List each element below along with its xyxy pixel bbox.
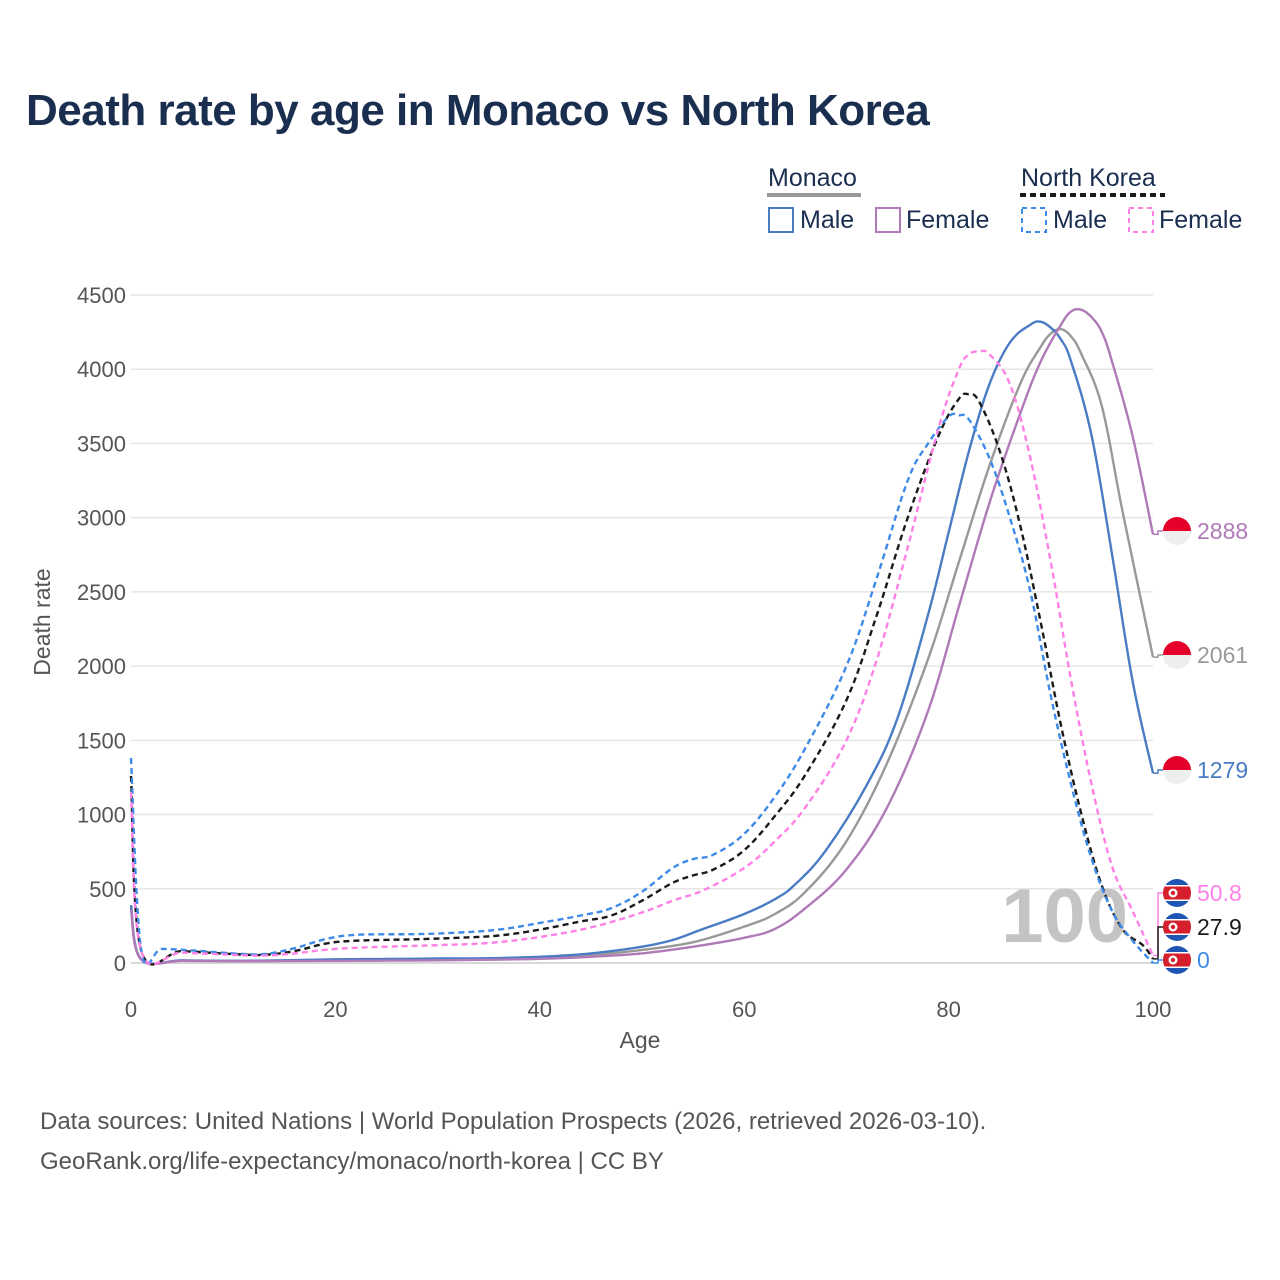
x-tick-label: 0 <box>125 997 137 1022</box>
series-lines <box>129 307 1155 966</box>
x-tick-label: 80 <box>936 997 960 1022</box>
north-korea-flag-icon <box>1163 913 1191 941</box>
legend-swatch-north-korea-female[interactable] <box>1128 207 1154 233</box>
x-axis-ticks: 0 20 40 60 80 100 <box>125 997 1171 1022</box>
x-axis-title: Age <box>620 1027 661 1053</box>
y-tick-label: 3000 <box>77 506 126 531</box>
y-tick-label: 1500 <box>77 728 126 753</box>
end-label-connector <box>1153 959 1163 964</box>
x-tick-label: 60 <box>732 997 756 1022</box>
legend-swatch-monaco-male[interactable] <box>768 207 794 233</box>
series-line-monaco-male[interactable] <box>129 320 1155 966</box>
end-label-value: 2888 <box>1197 518 1248 544</box>
page-title: Death rate by age in Monaco vs North Kor… <box>26 86 930 135</box>
end-label-connector <box>1153 530 1163 536</box>
footer-sources: Data sources: United Nations | World Pop… <box>40 1108 987 1135</box>
footer-attribution: GeoRank.org/life-expectancy/monaco/north… <box>40 1148 664 1175</box>
y-tick-label: 0 <box>114 951 126 976</box>
end-labels: 2888 2061 1279 50.8 27.9 0 <box>1153 517 1248 974</box>
legend-group-monaco: Monaco <box>768 164 857 192</box>
legend-label-north-korea-male[interactable]: Male <box>1053 206 1107 234</box>
year-watermark: 100 <box>1001 874 1128 959</box>
legend-label-monaco-female[interactable]: Female <box>906 206 989 234</box>
north-korea-flag-icon <box>1163 879 1191 907</box>
y-axis-ticks: 0 500 1000 1500 2000 2500 3000 3500 4000 4500 <box>77 283 126 976</box>
y-tick-label: 2000 <box>77 654 126 679</box>
north-korea-flag-icon <box>1163 946 1191 974</box>
legend-label-monaco-male[interactable]: Male <box>800 206 854 234</box>
x-tick-label: 100 <box>1135 997 1172 1022</box>
end-label-connector <box>1153 654 1163 658</box>
y-tick-label: 500 <box>89 877 126 902</box>
end-label-value: 50.8 <box>1197 880 1242 906</box>
x-tick-label: 40 <box>528 997 552 1022</box>
legend: Monaco North Korea Male Female Male Fema… <box>767 164 1242 234</box>
series-line-north-korea-male[interactable] <box>129 412 1154 966</box>
series-line-monaco-total[interactable] <box>129 327 1155 966</box>
end-label-value: 0 <box>1197 947 1210 973</box>
monaco-flag-icon <box>1163 756 1191 784</box>
y-tick-label: 3500 <box>77 431 126 456</box>
end-label-value: 2061 <box>1197 642 1248 668</box>
legend-label-north-korea-female[interactable]: Female <box>1159 206 1242 234</box>
death-rate-chart: Monaco North Korea Male Female Male Fema… <box>29 164 1248 1053</box>
legend-group-north-korea: North Korea <box>1021 164 1156 192</box>
y-tick-label: 2500 <box>77 580 126 605</box>
y-tick-label: 1000 <box>77 803 126 828</box>
y-tick-label: 4500 <box>77 283 126 308</box>
y-axis-title: Death rate <box>29 568 55 675</box>
series-line-north-korea-total[interactable] <box>129 392 1154 966</box>
end-label-connector <box>1153 926 1163 960</box>
end-label-value: 1279 <box>1197 757 1248 783</box>
end-label-value: 27.9 <box>1197 914 1242 940</box>
end-label-connector <box>1153 769 1163 774</box>
monaco-flag-icon <box>1163 641 1191 669</box>
end-label-connector <box>1153 892 1163 957</box>
monaco-flag-icon <box>1163 517 1191 545</box>
gridlines <box>131 294 1153 964</box>
legend-swatch-north-korea-male[interactable] <box>1021 207 1047 233</box>
series-line-monaco-female[interactable] <box>129 307 1155 966</box>
y-tick-label: 4000 <box>77 357 126 382</box>
series-line-north-korea-female[interactable] <box>129 349 1155 966</box>
x-tick-label: 20 <box>323 997 347 1022</box>
legend-swatch-monaco-female[interactable] <box>875 207 901 233</box>
